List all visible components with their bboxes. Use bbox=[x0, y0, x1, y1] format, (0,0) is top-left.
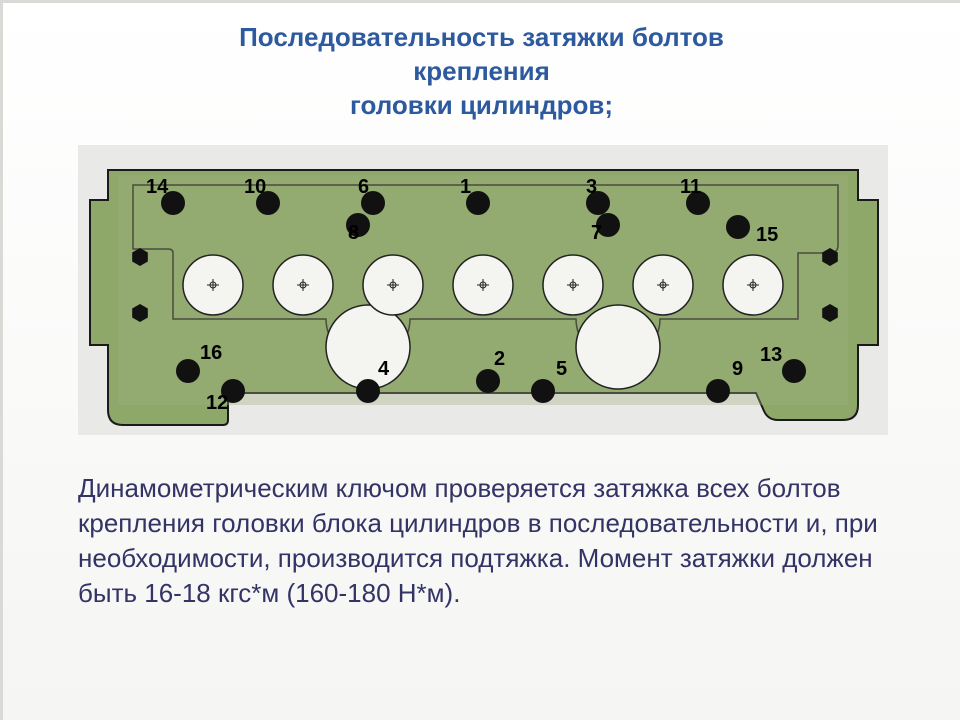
bolt-label-5: 5 bbox=[556, 358, 567, 380]
bolt-15 bbox=[726, 215, 750, 239]
bolt-label-8: 8 bbox=[348, 222, 359, 244]
bolt-label-10: 10 bbox=[244, 176, 266, 198]
bolt-label-16: 16 bbox=[200, 342, 222, 364]
bolt-label-11: 11 bbox=[680, 176, 701, 198]
slide-description: Динамометрическим ключом проверяется зат… bbox=[78, 471, 878, 611]
bolt-label-9: 9 bbox=[732, 358, 743, 380]
bolt-label-12: 12 bbox=[206, 392, 228, 414]
cylinder-head-diagram: 12345678910111213141516 bbox=[78, 145, 888, 435]
slide-title: Последовательность затяжки болтовкреплен… bbox=[3, 21, 960, 122]
large-port bbox=[576, 305, 660, 389]
bolt-label-3: 3 bbox=[586, 176, 597, 198]
bolt-label-13: 13 bbox=[760, 344, 782, 366]
diagram-svg: 12345678910111213141516 bbox=[78, 145, 888, 435]
bolt-label-1: 1 bbox=[460, 176, 471, 198]
bolt-4 bbox=[356, 379, 380, 403]
bolt-label-7: 7 bbox=[591, 222, 602, 244]
bolt-label-14: 14 bbox=[146, 176, 169, 198]
bolt-13 bbox=[782, 359, 806, 383]
slide: Последовательность затяжки болтовкреплен… bbox=[0, 0, 960, 720]
bolt-label-15: 15 bbox=[756, 224, 778, 246]
bolt-9 bbox=[706, 379, 730, 403]
bolt-16 bbox=[176, 359, 200, 383]
large-port bbox=[326, 305, 410, 389]
bolt-label-4: 4 bbox=[378, 358, 390, 380]
bolt-2 bbox=[476, 369, 500, 393]
bolt-label-6: 6 bbox=[358, 176, 369, 198]
bolt-5 bbox=[531, 379, 555, 403]
bolt-label-2: 2 bbox=[494, 348, 505, 370]
